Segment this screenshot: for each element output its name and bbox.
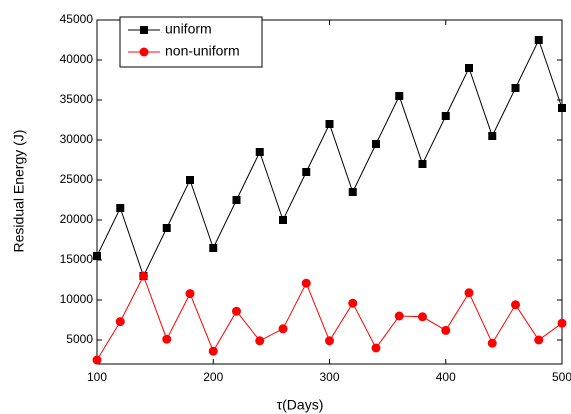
- marker: [302, 168, 311, 176]
- marker: [255, 148, 264, 156]
- marker: [418, 312, 427, 322]
- marker: [325, 120, 334, 128]
- marker: [115, 317, 125, 327]
- marker: [186, 176, 194, 184]
- marker: [232, 306, 241, 316]
- marker: [232, 196, 241, 204]
- marker: [162, 334, 172, 344]
- marker: [325, 336, 334, 346]
- marker: [92, 355, 102, 365]
- marker: [487, 338, 497, 348]
- marker: [534, 36, 543, 44]
- y-tick-label: 15000: [60, 252, 94, 266]
- marker: [208, 346, 218, 356]
- marker: [418, 160, 427, 168]
- legend-marker: [139, 47, 149, 57]
- marker: [116, 204, 125, 212]
- marker: [394, 311, 404, 321]
- marker: [278, 324, 288, 334]
- marker: [464, 288, 474, 298]
- marker: [511, 84, 520, 92]
- marker: [534, 335, 544, 345]
- y-tick-label: 5000: [66, 332, 93, 346]
- marker: [441, 325, 451, 335]
- y-tick-label: 10000: [60, 292, 94, 306]
- marker: [395, 92, 404, 100]
- marker: [162, 224, 171, 232]
- x-tick-label: 200: [203, 370, 223, 384]
- marker: [255, 336, 265, 346]
- marker: [372, 140, 380, 148]
- y-tick-label: 30000: [60, 132, 94, 146]
- y-tick-label: 45000: [60, 12, 94, 26]
- y-axis-title: Residual Energy (J): [11, 130, 27, 253]
- legend-box: [119, 16, 263, 68]
- marker: [557, 318, 567, 328]
- marker: [93, 252, 101, 260]
- legend-label: non-uniform: [165, 43, 240, 59]
- plot-frame: [96, 19, 563, 365]
- y-tick-label: 35000: [60, 92, 94, 106]
- series-line: [96, 38, 563, 278]
- x-tick-label: 500: [552, 370, 571, 384]
- marker: [348, 188, 357, 196]
- legend-marker: [140, 26, 148, 34]
- x-tick-label: 400: [436, 370, 456, 384]
- marker: [209, 244, 218, 252]
- marker: [279, 216, 287, 224]
- marker: [301, 278, 311, 288]
- marker: [558, 104, 566, 112]
- marker: [488, 132, 497, 140]
- marker: [371, 343, 381, 353]
- marker: [185, 289, 195, 299]
- x-axis-title: τ(Days): [277, 397, 324, 413]
- y-tick-label: 20000: [60, 212, 94, 226]
- y-tick-label: 25000: [60, 172, 94, 186]
- marker: [465, 64, 473, 72]
- marker: [348, 298, 358, 308]
- marker: [511, 300, 520, 310]
- marker: [441, 112, 450, 120]
- legend-label: uniform: [165, 21, 212, 37]
- marker: [139, 271, 148, 281]
- x-tick-label: 100: [87, 370, 107, 384]
- y-tick-label: 40000: [60, 52, 94, 66]
- x-tick-label: 300: [319, 370, 339, 384]
